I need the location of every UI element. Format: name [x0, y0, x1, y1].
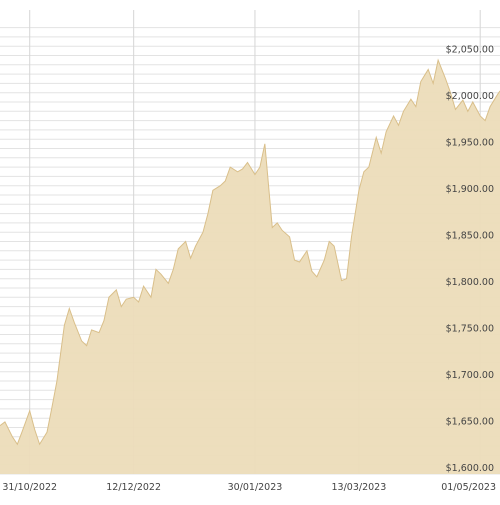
price-area-fill: [0, 60, 500, 475]
y-tick-label: $1,700.00: [446, 370, 494, 381]
x-tick-label: 31/10/2022: [2, 482, 57, 493]
y-tick-label: $2,000.00: [446, 91, 494, 102]
y-tick-label: $1,900.00: [446, 184, 494, 195]
y-tick-label: $1,800.00: [446, 277, 494, 288]
y-tick-label: $1,750.00: [446, 324, 494, 335]
x-tick-label: 12/12/2022: [106, 482, 161, 493]
y-tick-label: $1,650.00: [446, 417, 494, 428]
price-area-layer: [0, 58, 500, 475]
x-axis-tick-labels: 31/10/2022 12/12/2022 30/01/2023 13/03/2023…: [2, 482, 496, 493]
y-tick-label: $2,050.00: [446, 45, 494, 56]
x-tick-label: 30/01/2023: [228, 482, 283, 493]
y-tick-label: $1,850.00: [446, 231, 494, 242]
y-tick-label: $1,600.00: [446, 463, 494, 474]
y-tick-label: $1,950.00: [446, 138, 494, 149]
price-line: [0, 58, 500, 446]
x-tick-label: 01/05/2023: [441, 482, 496, 493]
y-axis-tick-labels: $1,600.00 $1,650.00 $1,700.00 $1,750.00 $1,8…: [446, 45, 494, 475]
x-tick-label: 13/03/2023: [332, 482, 387, 493]
